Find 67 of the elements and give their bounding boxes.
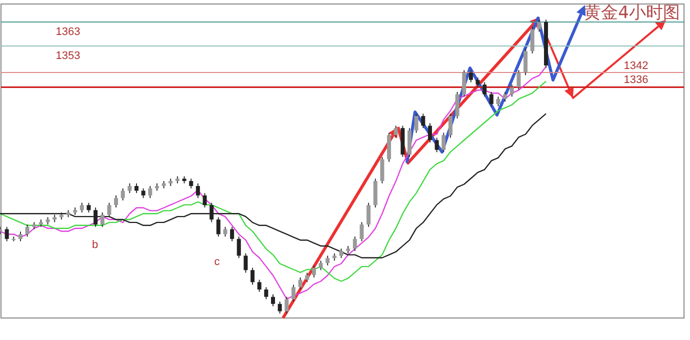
candlestick bbox=[250, 267, 255, 286]
candlestick bbox=[318, 260, 323, 271]
candlestick bbox=[257, 279, 262, 292]
text: 1342 bbox=[624, 60, 648, 72]
candlestick bbox=[100, 212, 104, 228]
candlestick bbox=[510, 84, 514, 98]
candlestick bbox=[366, 202, 371, 228]
candlestick bbox=[128, 182, 132, 194]
candlestick bbox=[394, 125, 398, 138]
candlestick bbox=[516, 70, 521, 90]
candlestick bbox=[189, 178, 194, 189]
candlestick bbox=[134, 182, 138, 194]
candlestick bbox=[476, 77, 480, 88]
candlestick bbox=[202, 192, 207, 208]
candlestick bbox=[80, 202, 84, 213]
candlestick bbox=[352, 236, 357, 252]
candlestick bbox=[278, 301, 282, 314]
candlestick bbox=[312, 264, 316, 278]
candlestick bbox=[503, 91, 508, 102]
candlestick bbox=[148, 186, 152, 199]
candlestick bbox=[462, 70, 466, 98]
candlestick bbox=[94, 206, 98, 228]
candlestick bbox=[25, 224, 30, 238]
text: 1336 bbox=[624, 74, 648, 86]
candlestick bbox=[141, 188, 146, 199]
candlestick bbox=[298, 276, 302, 290]
candlestick bbox=[339, 248, 344, 259]
candlestick bbox=[18, 231, 22, 242]
candlestick bbox=[86, 202, 91, 213]
candlestick bbox=[489, 91, 494, 107]
candlestick bbox=[428, 122, 432, 143]
candlestick bbox=[380, 156, 384, 184]
candlestick bbox=[264, 286, 268, 300]
candlestick bbox=[305, 272, 310, 283]
candlestick bbox=[210, 202, 214, 223]
candlestick bbox=[448, 113, 452, 138]
candlestick bbox=[120, 188, 125, 201]
candlestick bbox=[360, 222, 364, 242]
candlestick bbox=[291, 284, 296, 302]
annotation: b bbox=[92, 239, 98, 251]
candlestick bbox=[414, 113, 418, 134]
candlestick bbox=[468, 70, 473, 83]
candlestick bbox=[236, 236, 241, 259]
candlestick bbox=[216, 216, 220, 238]
candlestick bbox=[107, 202, 112, 218]
candlestick bbox=[482, 82, 487, 98]
candlestick bbox=[244, 252, 248, 274]
candlestick bbox=[271, 294, 275, 307]
candlestick bbox=[421, 113, 426, 129]
candlestick bbox=[455, 91, 460, 119]
candlestick bbox=[196, 182, 200, 199]
candlestick bbox=[524, 48, 528, 76]
candlestick bbox=[326, 255, 330, 266]
candlestick bbox=[114, 194, 118, 208]
candlestick bbox=[230, 226, 234, 242]
annotation: 1353 bbox=[56, 50, 80, 62]
candlestick bbox=[4, 226, 9, 242]
annotation: 1363 bbox=[56, 26, 80, 38]
candlestick bbox=[496, 96, 500, 107]
annotation: c bbox=[214, 256, 220, 268]
candlestick bbox=[223, 226, 228, 238]
candlestick bbox=[442, 132, 446, 153]
candlestick bbox=[537, 19, 542, 32]
candlestick bbox=[284, 296, 289, 314]
text: 黄金4小时图 bbox=[584, 3, 680, 23]
candlestick bbox=[530, 26, 534, 54]
candlestick bbox=[434, 137, 439, 153]
